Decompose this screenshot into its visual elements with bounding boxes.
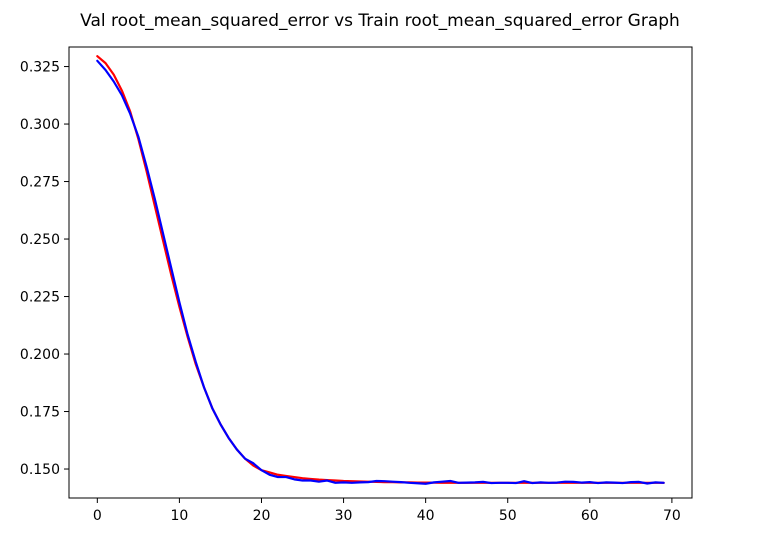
x-tick-label: 0	[93, 508, 102, 524]
y-tick-label: 0.150	[20, 462, 60, 478]
axes-frame	[68, 46, 693, 499]
x-tick-label: 50	[499, 508, 517, 524]
plot-background	[69, 47, 692, 498]
series-line-2	[96, 59, 665, 485]
x-tick-label: 30	[335, 508, 353, 524]
axes-layer: 0 10 20 30 40 50 60 70 0.150 0.175 0.200 0.225 0.250…	[20, 46, 693, 524]
y-tick-label: 0.175	[20, 405, 60, 421]
x-tick-label: 60	[581, 508, 599, 524]
x-tick-label: 20	[253, 508, 271, 524]
chart-title: Val root_mean_squared_error vs Train roo…	[80, 11, 680, 31]
plot-area	[69, 47, 692, 498]
series-layer	[96, 55, 665, 485]
x-tick-label: 10	[170, 508, 188, 524]
y-tick-label: 0.300	[20, 117, 60, 133]
y-tick-label: 0.200	[20, 347, 60, 363]
x-tick-label: 70	[663, 508, 681, 524]
y-tick-label: 0.250	[20, 232, 60, 248]
y-tick-label: 0.325	[20, 60, 60, 76]
x-tick-label: 40	[417, 508, 435, 524]
y-tick-label: 0.275	[20, 175, 60, 191]
y-tick-label: 0.225	[20, 290, 60, 306]
